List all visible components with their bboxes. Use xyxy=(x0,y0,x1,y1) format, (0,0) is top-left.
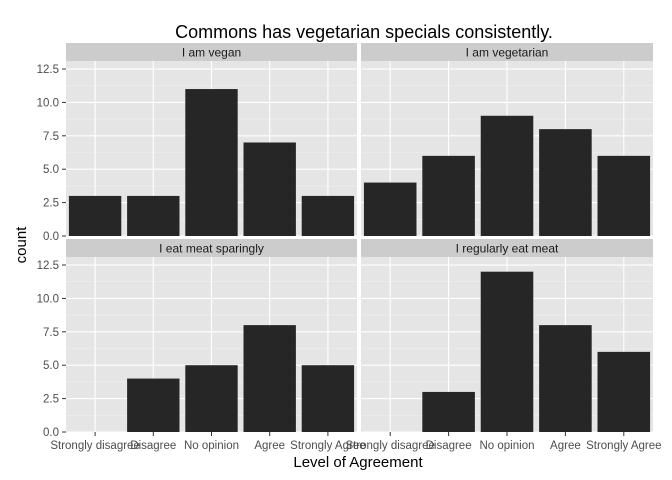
x-tick-label: Disagree xyxy=(426,440,472,452)
bar xyxy=(422,155,475,236)
facet-panel: I am vegetarian xyxy=(361,43,653,237)
bar xyxy=(301,195,355,236)
facet-strip xyxy=(361,239,653,257)
x-tick-label: Agree xyxy=(254,440,285,452)
bar xyxy=(68,195,122,236)
bar xyxy=(539,325,592,432)
x-tick-label: No opinion xyxy=(184,440,239,452)
x-tick-label: Strongly disagree xyxy=(345,440,435,452)
bar xyxy=(243,325,296,432)
x-tick-label: No opinion xyxy=(480,440,535,452)
facet-strip-label: I am vegetarian xyxy=(466,46,549,60)
facet-strip-label: I am vegan xyxy=(182,46,241,60)
bar xyxy=(127,195,180,236)
y-tick-label: 0.0 xyxy=(43,427,59,439)
y-tick-label: 12.5 xyxy=(37,64,59,76)
y-tick-label: 10.0 xyxy=(37,97,59,109)
y-tick-label: 2.5 xyxy=(43,394,59,406)
bar xyxy=(243,142,296,236)
bar xyxy=(301,365,355,432)
bar xyxy=(539,129,592,236)
y-tick-label: 0.0 xyxy=(43,231,59,243)
x-tick-label: Disagree xyxy=(130,440,176,452)
y-tick-label: 12.5 xyxy=(37,260,59,272)
bar xyxy=(597,155,651,236)
x-tick-label: Strongly disagree xyxy=(50,440,140,452)
x-tick-label: Strongly Agree xyxy=(290,440,365,452)
bar xyxy=(480,115,534,236)
bar xyxy=(185,365,238,432)
bar xyxy=(422,391,475,432)
bar xyxy=(480,271,534,432)
facet-strip-label: I eat meat sparingly xyxy=(159,242,264,256)
x-tick-label: Strongly Agree xyxy=(586,440,661,452)
y-tick-label: 7.5 xyxy=(43,131,59,143)
bar xyxy=(363,182,417,236)
facet-panel: I am vegan 0.0 2.5 5.0 7.5 10.0 12.5 xyxy=(37,43,357,243)
facet-panel: I eat meat sparingly 0.0 2.5 5.0 7.5 10.0 12.5… xyxy=(37,239,366,452)
facet-strip xyxy=(66,239,357,257)
bar xyxy=(597,351,651,432)
x-tick-label: Agree xyxy=(550,440,581,452)
chart-title: Commons has vegetarian specials consiste… xyxy=(175,22,553,42)
y-tick-label: 7.5 xyxy=(43,327,59,339)
facet-strip xyxy=(361,43,653,61)
facet-strip-label: I regularly eat meat xyxy=(456,242,559,256)
y-axis-title: count xyxy=(13,226,30,264)
y-tick-label: 5.0 xyxy=(43,164,59,176)
bar xyxy=(185,89,238,236)
y-tick-label: 10.0 xyxy=(37,293,59,305)
y-tick-label: 2.5 xyxy=(43,198,59,210)
facet-strip xyxy=(66,43,357,61)
facet-panel: I regularly eat meat Strongly disagreeDis… xyxy=(345,239,662,452)
y-tick-label: 5.0 xyxy=(43,360,59,372)
facet-panels: I am vegan 0.0 2.5 5.0 7.5 10.0 12.5 I am veget… xyxy=(37,43,662,452)
bar xyxy=(127,378,180,432)
x-axis-title: Level of Agreement xyxy=(293,454,423,471)
